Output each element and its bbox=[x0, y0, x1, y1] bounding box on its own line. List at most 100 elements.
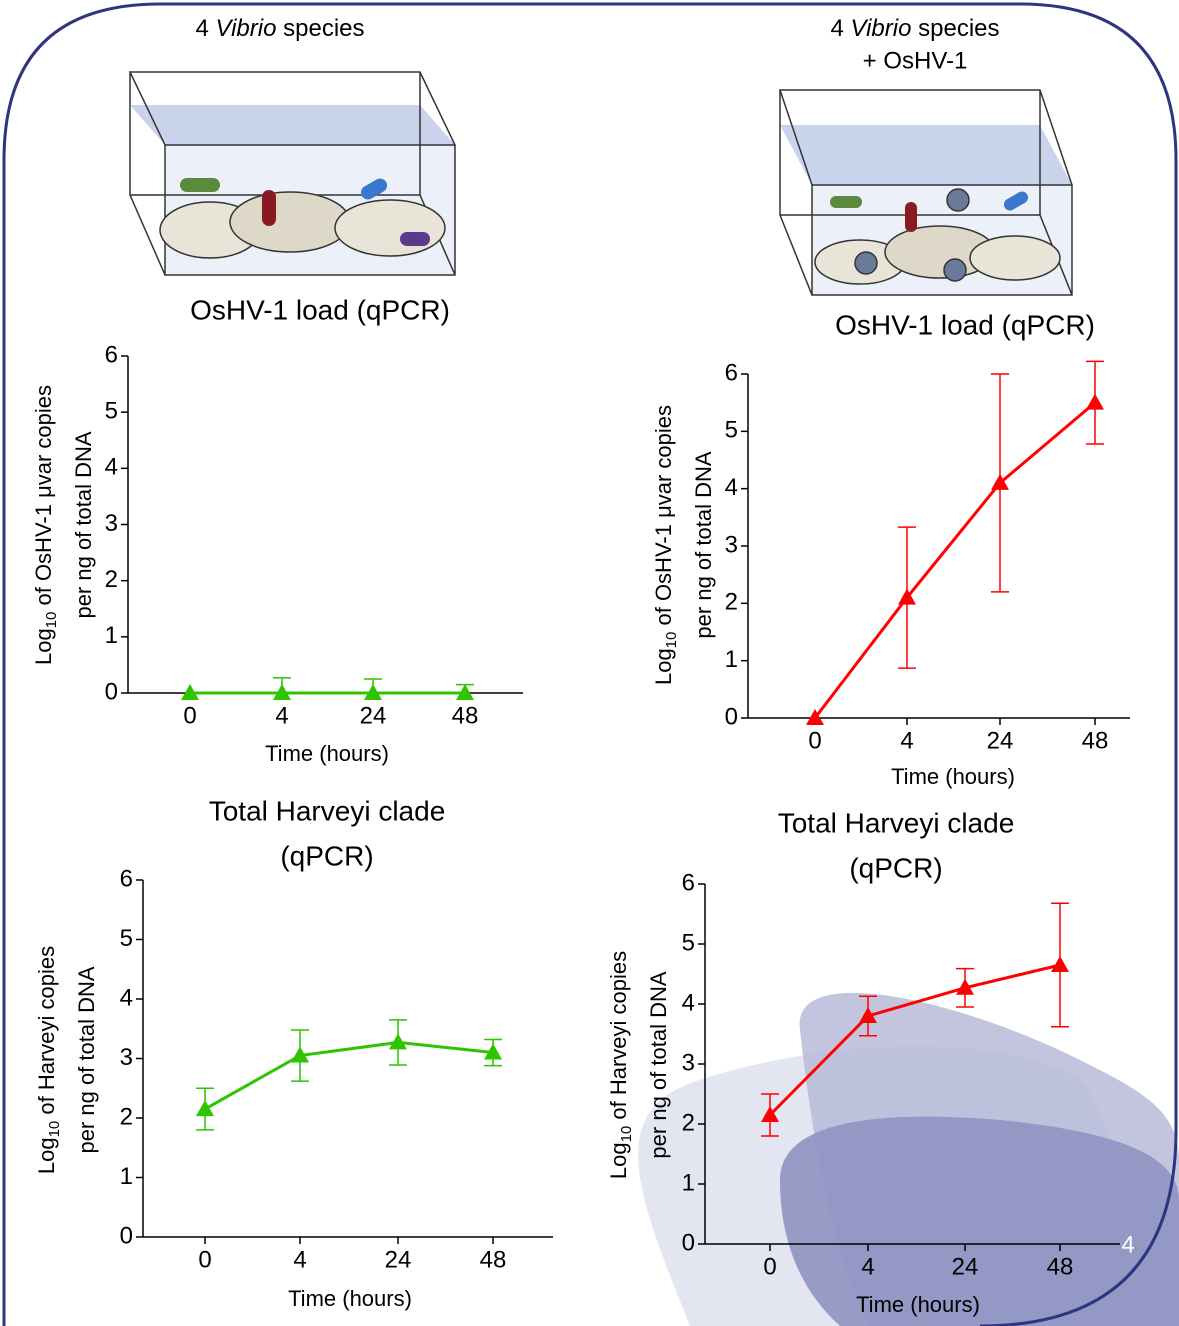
data-marker bbox=[761, 1106, 779, 1122]
y-tick-label: 6 bbox=[105, 341, 118, 368]
panel-caption: 4 Vibrio species bbox=[831, 15, 1000, 42]
data-marker bbox=[806, 709, 824, 725]
data-marker bbox=[859, 1007, 877, 1023]
panel-caption: 4 Vibrio species bbox=[196, 15, 365, 42]
x-tick-label: 4 bbox=[861, 1253, 874, 1280]
y-tick-label: 0 bbox=[725, 703, 738, 730]
x-axis-label: Time (hours) bbox=[891, 764, 1015, 789]
y-tick-label: 6 bbox=[725, 359, 738, 386]
y-tick-label: 1 bbox=[105, 622, 118, 649]
x-tick-label: 4 bbox=[900, 727, 913, 754]
x-tick-label: 48 bbox=[1082, 727, 1109, 754]
y-label-part: Log bbox=[651, 648, 676, 685]
chart-title: OsHV-1 load (qPCR) bbox=[190, 294, 450, 325]
page-number: 4 bbox=[1121, 1231, 1134, 1258]
y-tick-label: 4 bbox=[725, 474, 738, 501]
y-tick-label: 1 bbox=[120, 1163, 133, 1190]
y-label-part: Log bbox=[31, 628, 56, 665]
y-tick-label: 1 bbox=[682, 1169, 695, 1196]
blob bbox=[780, 1116, 1179, 1326]
chart-title: Total Harveyi clade bbox=[778, 807, 1015, 838]
y-tick-label: 5 bbox=[682, 929, 695, 956]
x-axis-label: Time (hours) bbox=[265, 741, 389, 766]
caption-part: 4 bbox=[831, 15, 851, 42]
caption-part: species bbox=[911, 15, 999, 42]
y-label-part: of OsHV-1 μvar copies bbox=[651, 405, 676, 632]
data-marker bbox=[956, 978, 974, 995]
data-line bbox=[768, 963, 1061, 1117]
x-tick-label: 0 bbox=[763, 1253, 776, 1280]
y-tick-label: 5 bbox=[105, 398, 118, 425]
y-axis-label: Log10 of Harveyi copies bbox=[606, 951, 635, 1179]
data-marker bbox=[456, 684, 474, 700]
y-axis-label: Log10 of OsHV-1 μvar copies bbox=[31, 385, 60, 665]
caption-part: 4 bbox=[196, 15, 216, 42]
x-tick-label: 24 bbox=[952, 1253, 979, 1280]
y-tick-label: 3 bbox=[105, 510, 118, 537]
y-label-part: Log bbox=[606, 1142, 631, 1179]
y-tick-label: 4 bbox=[682, 989, 695, 1016]
y-tick-label: 3 bbox=[120, 1044, 133, 1071]
background-decoration bbox=[638, 992, 1179, 1326]
y-tick-label: 1 bbox=[725, 646, 738, 673]
chart: OsHV-1 load (qPCR) 0 1 2 3 4 5 6 0 4 24 48 Time (hou… bbox=[651, 309, 1130, 789]
data-marker bbox=[991, 473, 1009, 490]
x-tick-label: 0 bbox=[198, 1246, 211, 1273]
y-tick-label: 5 bbox=[120, 925, 133, 952]
tank-illustration bbox=[778, 89, 1074, 296]
y-tick-label: 0 bbox=[105, 678, 118, 705]
data-marker bbox=[273, 684, 291, 700]
chart-title: Total Harveyi clade bbox=[209, 795, 446, 826]
x-tick-label: 4 bbox=[293, 1246, 306, 1273]
x-tick-label: 4 bbox=[275, 702, 288, 729]
y-label-part: of Harveyi copies bbox=[34, 946, 59, 1121]
y-label-part: 10 bbox=[663, 632, 680, 649]
y-label-part: 10 bbox=[618, 1126, 635, 1143]
y-axis-label: Log10 of Harveyi copies bbox=[34, 946, 63, 1174]
x-tick-label: 48 bbox=[480, 1246, 507, 1273]
y-label-part: Log bbox=[34, 1137, 59, 1174]
y-tick-label: 2 bbox=[105, 566, 118, 593]
y-tick-label: 2 bbox=[725, 589, 738, 616]
chart: Total Harveyi clade (qPCR) 0 1 2 3 4 5 6 0 4 24 48 Ti… bbox=[606, 807, 1120, 1317]
data-marker bbox=[389, 1033, 407, 1050]
y-tick-label: 4 bbox=[105, 454, 118, 481]
data-marker bbox=[484, 1043, 502, 1060]
y-label-part: of OsHV-1 μvar copies bbox=[31, 385, 56, 612]
panel-caption: + OsHV-1 bbox=[863, 47, 968, 74]
caption-part: Vibrio bbox=[216, 15, 277, 42]
x-tick-label: 0 bbox=[183, 702, 196, 729]
caption-part: species bbox=[276, 15, 364, 42]
y-label-part: 10 bbox=[46, 1121, 63, 1138]
x-tick-label: 24 bbox=[360, 702, 387, 729]
y-tick-label: 3 bbox=[682, 1049, 695, 1076]
tank-illustration bbox=[128, 71, 457, 276]
y-tick-label: 2 bbox=[120, 1103, 133, 1130]
y-label-part: of Harveyi copies bbox=[606, 951, 631, 1126]
y-axis-label: per ng of total DNA bbox=[691, 451, 716, 638]
y-axis-label: per ng of total DNA bbox=[646, 971, 671, 1158]
x-tick-label: 24 bbox=[385, 1246, 412, 1273]
y-tick-label: 4 bbox=[120, 984, 133, 1011]
x-tick-label: 24 bbox=[987, 727, 1014, 754]
y-tick-label: 3 bbox=[725, 531, 738, 558]
x-tick-label: 48 bbox=[1047, 1253, 1074, 1280]
y-axis-label: Log10 of OsHV-1 μvar copies bbox=[651, 405, 680, 685]
data-marker bbox=[364, 684, 382, 700]
y-tick-label: 6 bbox=[120, 865, 133, 892]
chart-title: (qPCR) bbox=[280, 840, 373, 871]
data-marker bbox=[291, 1046, 309, 1063]
y-tick-label: 5 bbox=[725, 417, 738, 444]
y-axis-label: per ng of total DNA bbox=[74, 966, 99, 1153]
data-marker bbox=[1086, 393, 1104, 410]
y-tick-label: 0 bbox=[120, 1222, 133, 1249]
y-tick-label: 2 bbox=[682, 1109, 695, 1136]
y-tick-label: 6 bbox=[682, 869, 695, 896]
data-marker bbox=[181, 684, 199, 700]
chart: OsHV-1 load (qPCR) 0 1 2 3 4 5 6 0 4 24 48 Time (hou… bbox=[31, 294, 523, 766]
chart-title: OsHV-1 load (qPCR) bbox=[835, 309, 1095, 340]
data-line bbox=[813, 401, 1096, 719]
x-tick-label: 0 bbox=[808, 727, 821, 754]
data-marker bbox=[1051, 956, 1069, 972]
